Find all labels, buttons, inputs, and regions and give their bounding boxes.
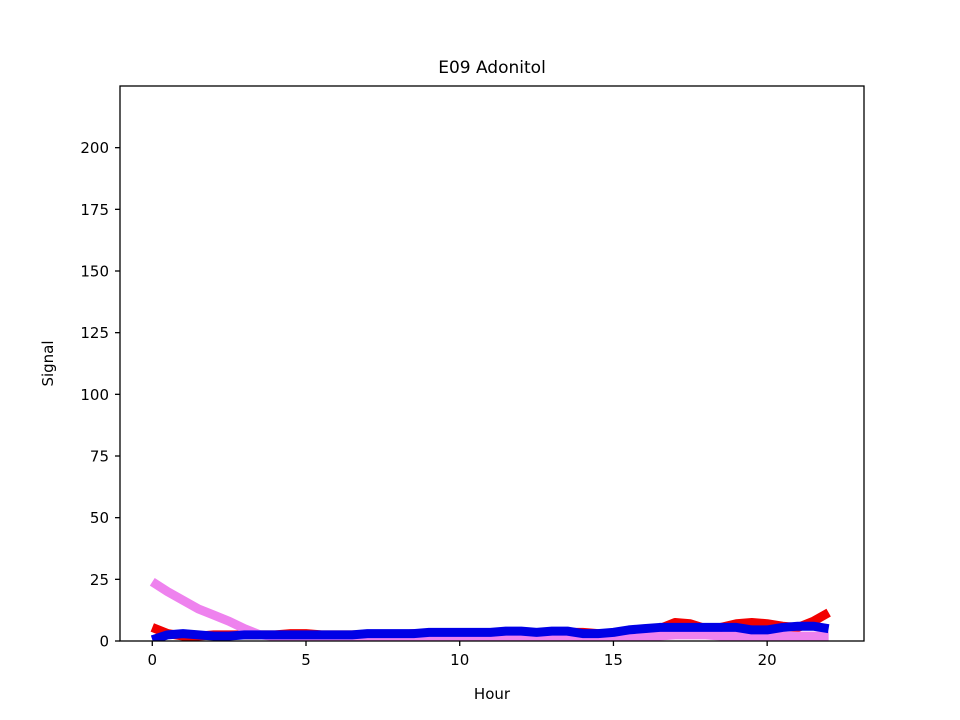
y-tick-label: 175 (80, 201, 109, 219)
y-tick-label: 25 (90, 571, 109, 589)
y-tick-label: 100 (80, 386, 109, 404)
y-tick-label: 150 (80, 263, 109, 281)
plot-frame (119, 85, 865, 642)
chart-title: E09 Adonitol (438, 58, 546, 78)
series-layer (149, 578, 831, 641)
y-tick-label: 200 (80, 139, 109, 157)
y-tick-label: 0 (99, 633, 109, 651)
y-tick-label: 50 (90, 509, 109, 527)
y-axis-label: Signal (39, 340, 57, 386)
x-tick-label: 10 (450, 651, 469, 669)
y-tick-label: 75 (90, 448, 109, 466)
x-tick-label: 20 (758, 651, 777, 669)
x-tick-label: 5 (301, 651, 311, 669)
y-axis: 0 25 50 75 100 125 150 175 200 (80, 139, 120, 651)
x-axis-label: Hour (474, 685, 511, 703)
x-axis: 0 5 10 15 20 (148, 641, 777, 669)
series-line-3 (150, 621, 830, 641)
y-tick-label: 125 (80, 324, 109, 342)
x-tick-label: 0 (148, 651, 158, 669)
x-tick-label: 15 (604, 651, 623, 669)
